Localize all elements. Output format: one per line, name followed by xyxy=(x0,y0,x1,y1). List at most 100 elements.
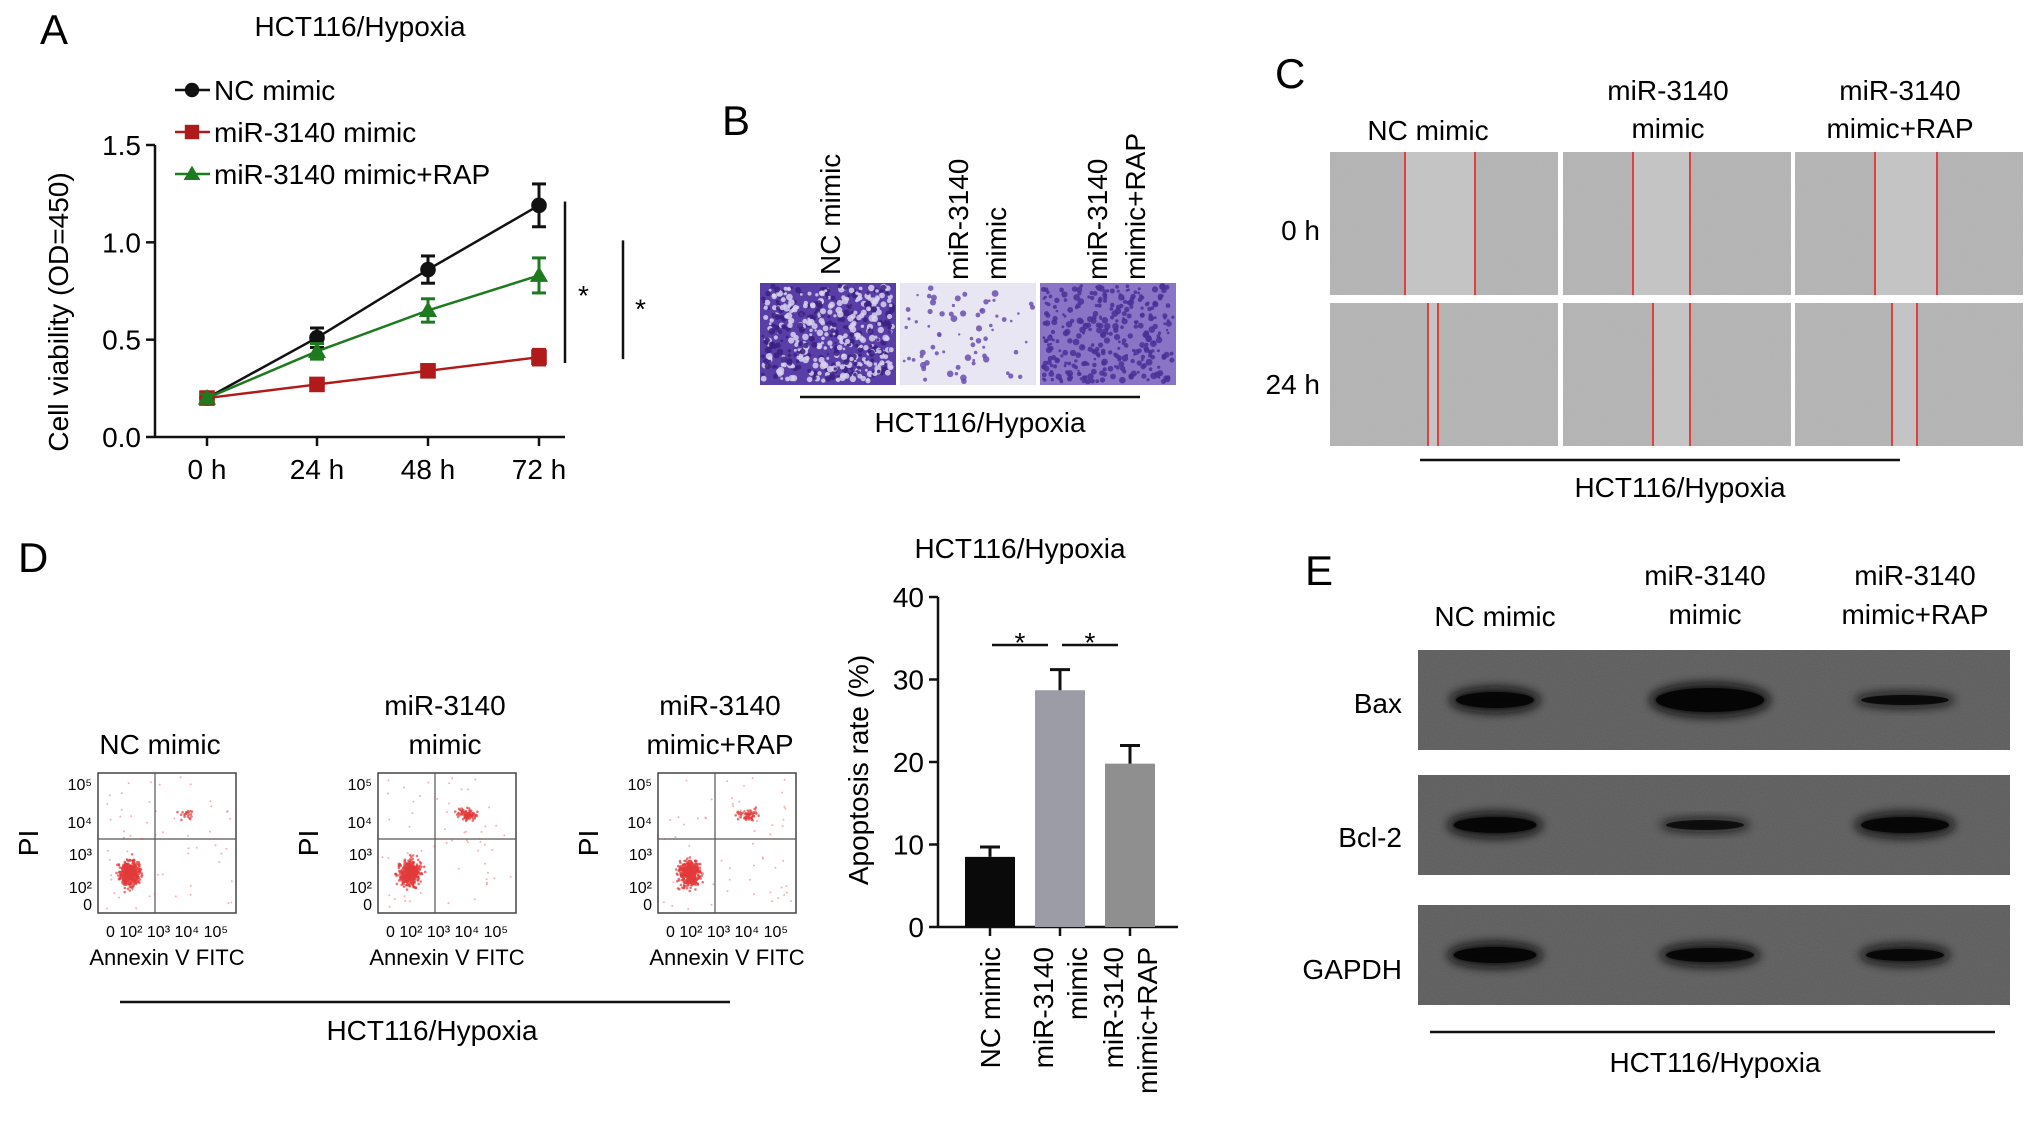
event-dot xyxy=(387,779,390,782)
flow-x-ticks: 0 10² 10³ 10⁴ 10⁵ xyxy=(106,924,228,941)
stained-cell xyxy=(1102,367,1107,372)
stained-cell xyxy=(837,284,842,289)
stained-cell xyxy=(793,353,797,357)
stained-cell xyxy=(813,357,818,362)
stained-cell xyxy=(828,320,833,326)
stained-cell xyxy=(833,350,840,357)
event-dot xyxy=(464,810,467,813)
data-point xyxy=(307,342,327,358)
stained-cell xyxy=(1107,365,1114,372)
event-dot xyxy=(188,816,191,820)
panel-a-axes xyxy=(153,145,565,439)
event-dot xyxy=(757,814,760,817)
event-dot xyxy=(393,898,396,900)
stained-cell xyxy=(856,315,862,321)
event-dot xyxy=(122,863,125,866)
event-dot xyxy=(480,830,483,833)
stained-cell xyxy=(960,310,967,317)
stained-cell xyxy=(1116,289,1120,293)
event-dot xyxy=(403,860,407,863)
stained-cell xyxy=(798,341,804,347)
event-dot xyxy=(469,810,472,813)
stained-cell xyxy=(824,332,829,337)
stained-cell xyxy=(979,307,986,314)
flow-plot-frame xyxy=(377,772,517,914)
stained-cell xyxy=(868,349,875,356)
stained-cell xyxy=(1100,350,1106,356)
stained-cell xyxy=(1042,360,1048,366)
event-dot xyxy=(418,871,421,875)
event-dot xyxy=(186,834,189,837)
event-dot xyxy=(136,878,140,881)
stained-cell xyxy=(831,322,837,328)
flow-xlabel: Annexin V FITC xyxy=(89,945,244,970)
event-dot xyxy=(412,880,415,884)
event-dot xyxy=(463,816,466,820)
event-dot xyxy=(472,812,476,815)
stained-cell xyxy=(962,291,968,297)
stained-cell xyxy=(926,293,932,299)
event-dot xyxy=(411,861,414,865)
stained-cell xyxy=(774,286,781,293)
event-dot xyxy=(108,794,111,797)
event-dot xyxy=(123,867,127,870)
panel-c-row-24h: 24 h xyxy=(1266,369,1321,400)
stained-cell xyxy=(854,359,857,363)
stained-cell xyxy=(859,344,863,348)
stained-cell xyxy=(864,368,868,372)
stained-cell xyxy=(1047,335,1053,341)
stained-cell xyxy=(971,361,976,366)
flow-y-tick: 10⁴ xyxy=(627,815,652,832)
stained-cell xyxy=(1145,336,1152,343)
event-dot xyxy=(701,872,704,875)
stained-cell xyxy=(886,298,892,304)
event-dot xyxy=(227,902,230,905)
scratch-image-grid xyxy=(1330,152,2023,446)
event-dot xyxy=(119,873,123,876)
stained-cell xyxy=(1117,357,1122,362)
stained-cell xyxy=(1157,331,1162,335)
x-tick-label: 72 h xyxy=(512,454,567,485)
stained-cell xyxy=(1053,364,1058,369)
flow-y-tick: 10³ xyxy=(69,847,93,864)
stained-cell xyxy=(790,286,794,289)
stained-cell xyxy=(779,304,786,311)
data-point xyxy=(197,388,217,405)
event-dot xyxy=(682,881,686,884)
event-dot xyxy=(416,872,419,875)
stained-cell xyxy=(1138,294,1143,299)
stained-cell xyxy=(763,339,768,344)
stained-cell xyxy=(811,341,818,348)
scratch-image xyxy=(1795,152,2023,295)
stained-cell xyxy=(835,306,843,314)
panel-e-col-rap-2: mimic+RAP xyxy=(1841,599,1988,630)
stained-cell xyxy=(848,324,854,330)
stained-cell xyxy=(1045,346,1053,354)
event-dot xyxy=(137,870,141,873)
event-dot xyxy=(774,866,777,869)
stained-cell xyxy=(763,358,769,365)
event-dot xyxy=(138,863,141,867)
blot-label-gapdh: GAPDH xyxy=(1302,954,1402,985)
stained-cell xyxy=(1077,369,1080,372)
stained-cell xyxy=(868,308,871,311)
stained-cell xyxy=(1063,314,1067,318)
stained-cell xyxy=(865,378,871,384)
event-dot xyxy=(124,863,127,866)
stained-cell xyxy=(1129,296,1135,302)
event-dot xyxy=(130,815,133,818)
event-dot xyxy=(445,842,448,844)
stained-cell xyxy=(793,334,799,341)
stained-cell xyxy=(1042,377,1045,381)
stained-cell xyxy=(788,299,795,306)
event-dot xyxy=(780,886,783,889)
event-dot xyxy=(697,862,701,866)
stained-cell xyxy=(1090,343,1095,347)
event-dot xyxy=(751,813,754,816)
stained-cell xyxy=(991,328,994,332)
event-dot xyxy=(113,892,116,895)
event-dot xyxy=(739,816,742,819)
stained-cell xyxy=(799,293,803,296)
panel-a-significance: * * xyxy=(563,201,646,364)
